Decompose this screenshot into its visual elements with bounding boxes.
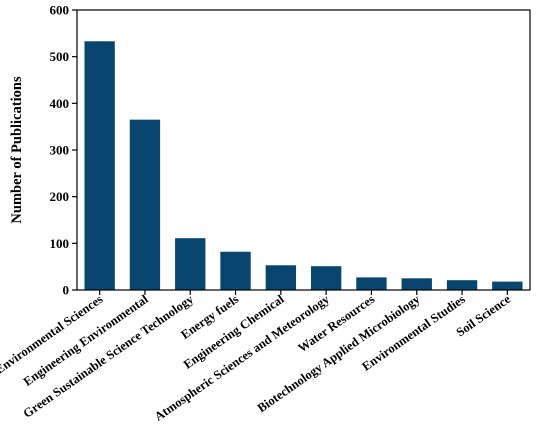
x-tick-label: Biotechnology Applied Microbiology — [255, 292, 423, 416]
y-tick-label: 500 — [50, 49, 70, 64]
y-tick-label: 600 — [50, 3, 70, 18]
bar — [492, 281, 523, 290]
y-tick-label: 400 — [50, 96, 70, 111]
bar — [220, 251, 251, 290]
y-tick-label: 200 — [50, 189, 70, 204]
y-tick-label: 0 — [63, 283, 70, 298]
bar — [446, 280, 478, 290]
bar — [84, 41, 115, 290]
bar — [310, 266, 342, 290]
bar — [401, 278, 432, 290]
bar — [265, 265, 297, 290]
bar — [175, 238, 206, 290]
bar — [356, 277, 387, 290]
bar — [129, 119, 161, 290]
y-tick-label: 100 — [50, 236, 70, 251]
y-tick-label: 300 — [50, 143, 70, 158]
y-axis-title: Number of Publications — [9, 76, 25, 224]
